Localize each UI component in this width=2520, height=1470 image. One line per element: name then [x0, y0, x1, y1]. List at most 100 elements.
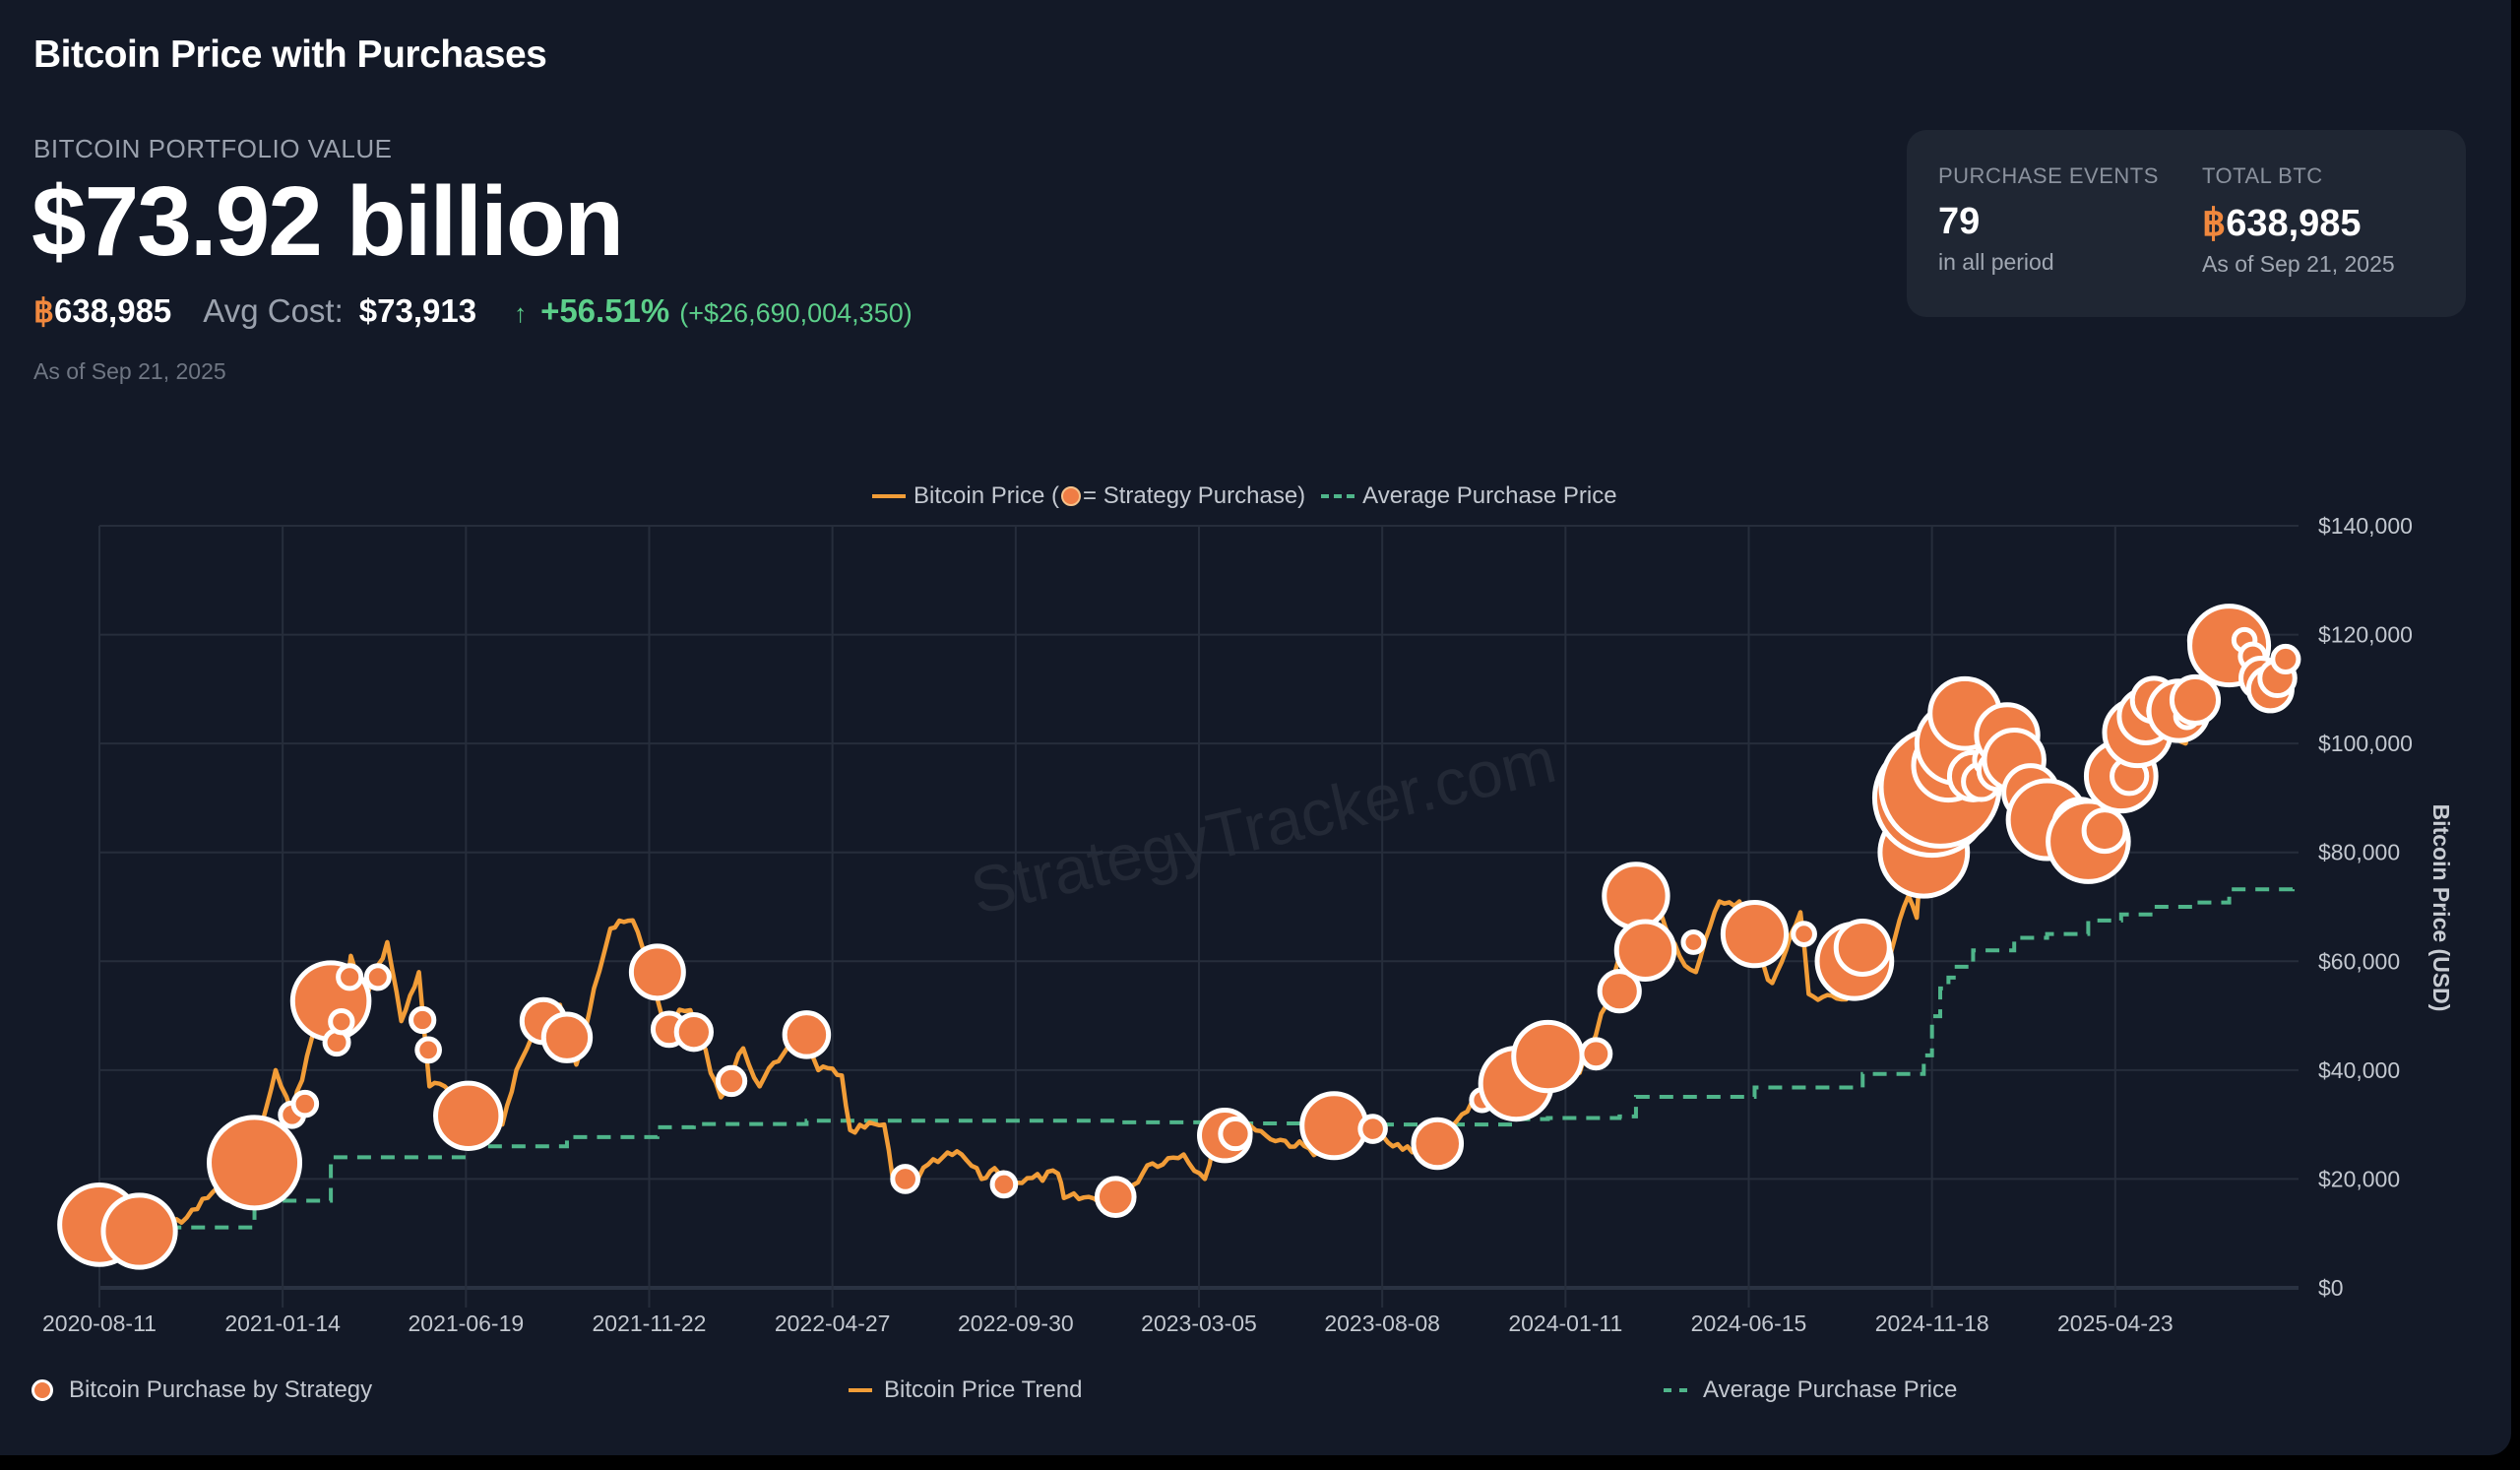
stats-card: PURCHASE EVENTS 79 in all period TOTAL B… [1907, 130, 2466, 317]
legend-purchase-label[interactable]: = Strategy Purchase) [1083, 482, 1306, 509]
purchase-bubble[interactable] [207, 1115, 303, 1211]
x-tick-label: 2021-01-14 [224, 1310, 341, 1336]
purchase-bubble[interactable] [1680, 928, 1707, 955]
change-amount: (+$26,690,004,350) [679, 298, 913, 328]
purchase-bubble[interactable] [1833, 918, 1892, 977]
grid [98, 525, 2299, 1308]
purchase-dot-icon [1061, 486, 1082, 506]
purchase-bubble[interactable] [1579, 1037, 1613, 1071]
purchase-dot-icon [32, 1379, 53, 1401]
purchase-bubble[interactable] [290, 1089, 320, 1118]
avg-dash-legend-icon[interactable] [1321, 494, 1355, 498]
purchase-events-value: 79 [1938, 201, 1981, 242]
y-tick-label: $40,000 [2318, 1057, 2400, 1083]
change-percent: +56.51% [540, 292, 670, 329]
y-tick-label: $60,000 [2318, 948, 2400, 974]
y-axis-ticks: $0 $20,000 $40,000 $60,000 $80,000 $100,000 $1… [2318, 513, 2413, 1301]
portfolio-value: $73.92 billion [32, 166, 624, 277]
legend-purchase-text: Bitcoin Purchase by Strategy [69, 1376, 373, 1403]
legend-item-purchase[interactable]: Bitcoin Purchase by Strategy [32, 1376, 372, 1404]
y-axis-label: Bitcoin Price (USD) [2428, 804, 2454, 1012]
bitcoin-icon: ฿ [2202, 203, 2227, 244]
avg-purchase-price-line [99, 885, 2296, 1230]
x-tick-label: 2024-06-15 [1691, 1310, 1807, 1336]
avg-purchase-line-group [99, 885, 2296, 1230]
purchase-bubble[interactable] [1597, 969, 1642, 1014]
purchase-bubble[interactable] [890, 1164, 920, 1194]
x-axis-ticks: 2020-08-11 2021-01-14 2021-06-19 2021-11-22… [42, 1310, 2174, 1336]
purchase-bubble[interactable] [433, 1080, 504, 1151]
purchase-bubble[interactable] [673, 1012, 715, 1053]
purchase-bubble[interactable] [1602, 862, 1670, 930]
purchase-bubble[interactable] [414, 1036, 442, 1064]
total-btc-stat: TOTAL BTC ฿638,985 As of Sep 21, 2025 [2202, 163, 2395, 278]
purchase-events-sub: in all period [1938, 249, 2054, 275]
x-tick-label: 2022-04-27 [775, 1310, 891, 1336]
total-btc-sub: As of Sep 21, 2025 [2202, 251, 2395, 277]
price-line-legend-icon[interactable] [872, 494, 906, 498]
purchase-events-stat: PURCHASE EVENTS 79 in all period [1938, 163, 2159, 276]
purchase-bubble[interactable] [2169, 673, 2222, 726]
purchase-bubble[interactable] [2270, 643, 2301, 675]
x-tick-label: 2020-08-11 [42, 1310, 157, 1336]
y-tick-label: $20,000 [2318, 1166, 2400, 1191]
legend-item-trend[interactable]: Bitcoin Price Trend [849, 1376, 1082, 1404]
total-btc-value: 638,985 [2226, 203, 2362, 244]
legend-item-avg[interactable]: Average Purchase Price [1664, 1376, 1957, 1404]
purchase-bubble[interactable] [2081, 807, 2128, 855]
purchase-bubble[interactable] [540, 1011, 594, 1063]
purchase-bubble[interactable] [782, 1010, 832, 1059]
btc-holdings: 638,985 [54, 292, 172, 329]
page-title: Bitcoin Price with Purchases [33, 33, 547, 76]
purchase-bubble[interactable] [1613, 919, 1677, 982]
purchase-bubble[interactable] [1411, 1117, 1465, 1171]
x-tick-label: 2022-09-30 [958, 1310, 1074, 1336]
purchase-bubble[interactable] [1218, 1116, 1253, 1152]
bitcoin-icon: ฿ [33, 292, 54, 329]
purchase-bubble[interactable] [1720, 900, 1790, 969]
total-btc-label: TOTAL BTC [2202, 163, 2323, 188]
avg-cost-value: $73,913 [358, 292, 477, 329]
y-tick-label: $140,000 [2318, 513, 2413, 539]
y-tick-label: $120,000 [2318, 622, 2413, 648]
purchase-bubbles [57, 604, 2301, 1270]
chart-legend-top: Bitcoin Price ( = Strategy Purchase) Ave… [872, 482, 1617, 510]
legend-avg-text: Average Purchase Price [1703, 1376, 1958, 1403]
x-tick-label: 2024-01-11 [1508, 1310, 1622, 1336]
purchase-bubble[interactable] [1094, 1176, 1137, 1218]
purchase-bubble[interactable] [628, 943, 686, 1001]
legend-price-label[interactable]: Bitcoin Price ( [914, 482, 1060, 509]
y-tick-label: $0 [2318, 1275, 2344, 1301]
arrow-up-icon: ↑ [514, 298, 528, 328]
avg-cost-label: Avg Cost: [203, 292, 344, 329]
legend-trend-text: Bitcoin Price Trend [884, 1376, 1083, 1403]
purchase-bubble[interactable] [409, 1005, 437, 1035]
x-tick-label: 2021-06-19 [409, 1310, 525, 1336]
x-tick-label: 2023-03-05 [1141, 1310, 1257, 1336]
price-line-icon [849, 1388, 872, 1392]
purchase-bubble[interactable] [1299, 1091, 1369, 1161]
legend-avg-label[interactable]: Average Purchase Price [1362, 482, 1617, 509]
as-of-date: As of Sep 21, 2025 [33, 358, 226, 384]
y-tick-label: $80,000 [2318, 840, 2400, 865]
portfolio-summary-row: ฿ 638,985 Avg Cost: $73,913 ↑ +56.51% (+… [33, 291, 913, 330]
purchase-bubble[interactable] [328, 1007, 355, 1036]
purchase-bubble[interactable] [100, 1192, 178, 1270]
x-tick-label: 2025-04-23 [2057, 1310, 2174, 1336]
avg-dash-icon [1664, 1388, 1687, 1392]
purchase-bubble[interactable] [1791, 921, 1817, 948]
purchase-events-label: PURCHASE EVENTS [1938, 163, 2159, 188]
x-tick-label: 2024-11-18 [1875, 1310, 1989, 1336]
purchase-bubble[interactable] [1357, 1114, 1388, 1144]
purchase-bubble[interactable] [336, 963, 364, 991]
purchase-bubble[interactable] [1511, 1019, 1585, 1094]
purchase-bubble[interactable] [989, 1170, 1019, 1199]
x-tick-label: 2021-11-22 [593, 1310, 707, 1336]
purchase-bubble[interactable] [363, 963, 392, 991]
y-tick-label: $100,000 [2318, 731, 2413, 756]
purchase-bubble[interactable] [715, 1064, 748, 1098]
x-tick-label: 2023-08-08 [1324, 1310, 1440, 1336]
portfolio-value-label: BITCOIN PORTFOLIO VALUE [33, 134, 393, 163]
